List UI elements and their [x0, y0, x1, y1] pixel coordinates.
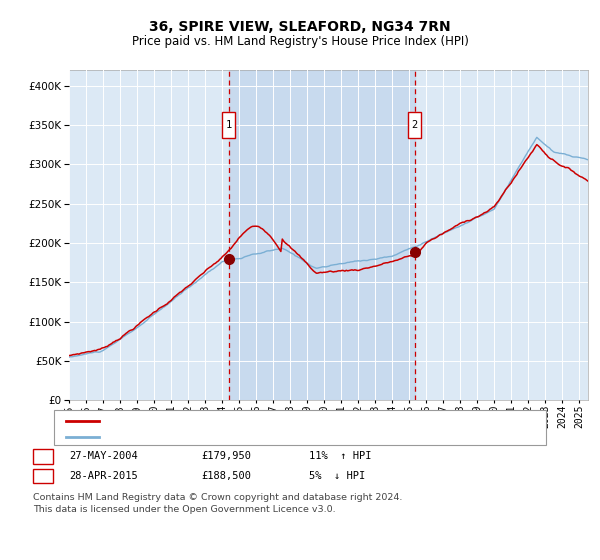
Bar [229, 70, 415, 400]
Text: This data is licensed under the Open Government Licence v3.0.: This data is licensed under the Open Gov… [33, 505, 335, 514]
Text: Price paid vs. HM Land Registry's House Price Index (HPI): Price paid vs. HM Land Registry's House … [131, 35, 469, 48]
Text: 36, SPIRE VIEW, SLEAFORD, NG34 7RN (detached house): 36, SPIRE VIEW, SLEAFORD, NG34 7RN (deta… [105, 416, 402, 426]
Text: HPI: Average price, detached house, North Kesteven: HPI: Average price, detached house, Nort… [105, 432, 378, 442]
Text: 2: 2 [412, 120, 418, 130]
Text: 1: 1 [226, 120, 232, 130]
Text: 27-MAY-2004: 27-MAY-2004 [69, 451, 138, 461]
Text: 36, SPIRE VIEW, SLEAFORD, NG34 7RN: 36, SPIRE VIEW, SLEAFORD, NG34 7RN [149, 20, 451, 34]
Text: 1: 1 [40, 451, 46, 461]
FancyBboxPatch shape [223, 111, 235, 138]
Text: £179,950: £179,950 [201, 451, 251, 461]
FancyBboxPatch shape [409, 111, 421, 138]
Text: Contains HM Land Registry data © Crown copyright and database right 2024.: Contains HM Land Registry data © Crown c… [33, 493, 403, 502]
Text: 11%  ↑ HPI: 11% ↑ HPI [309, 451, 371, 461]
Text: 5%  ↓ HPI: 5% ↓ HPI [309, 471, 365, 481]
Text: 28-APR-2015: 28-APR-2015 [69, 471, 138, 481]
Text: £188,500: £188,500 [201, 471, 251, 481]
Text: 2: 2 [40, 471, 46, 481]
